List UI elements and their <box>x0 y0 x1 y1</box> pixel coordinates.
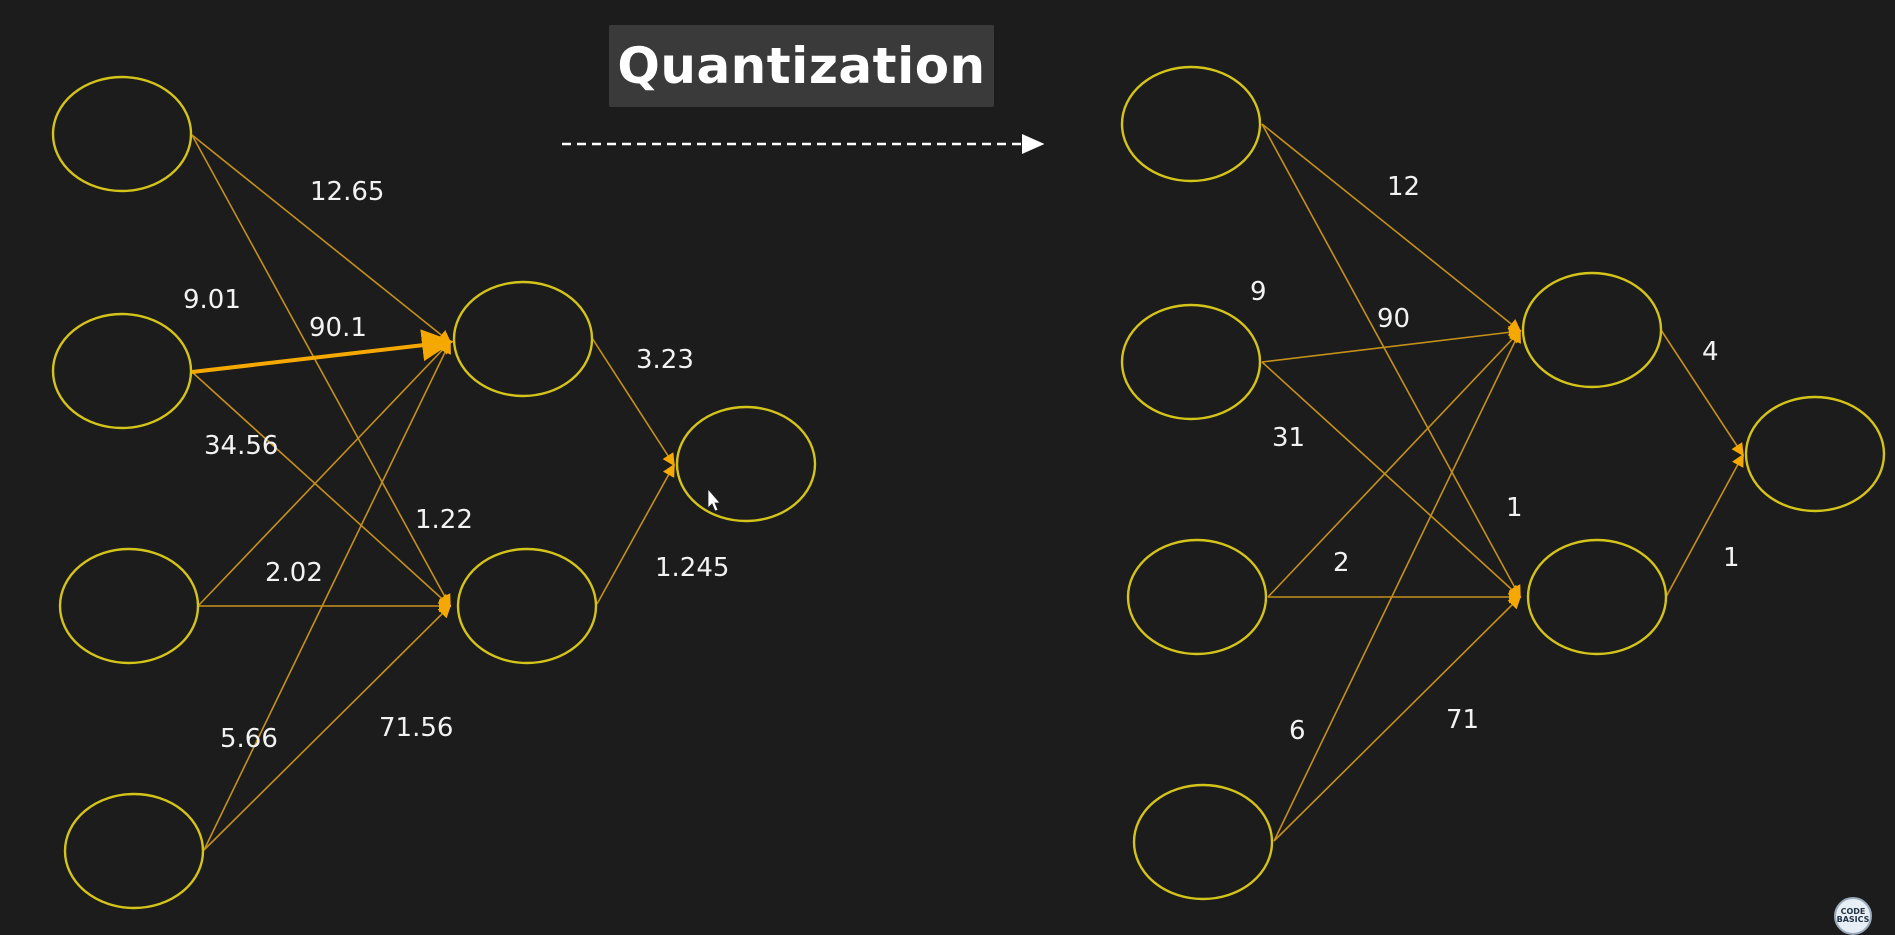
input-node <box>1126 538 1268 656</box>
output-node <box>1744 395 1886 513</box>
edge <box>591 337 675 467</box>
weight-label: 1 <box>1723 543 1740 573</box>
right-nodes <box>1120 65 1886 901</box>
edge <box>596 463 675 605</box>
weight-label: 71 <box>1446 705 1479 735</box>
weight-label: 1.22 <box>415 505 473 535</box>
right-edges <box>1261 123 1744 842</box>
highlighted-edge <box>191 329 454 374</box>
weight-label: 1.245 <box>655 553 729 583</box>
weight-label: 34.56 <box>204 431 278 461</box>
weight-label: 31 <box>1272 423 1305 453</box>
edge <box>1261 123 1522 333</box>
weight-label: 3.23 <box>636 345 694 375</box>
edge <box>1273 595 1522 842</box>
left-network: 12.65 9.01 90.1 34.56 1.22 2.02 5.66 71.… <box>51 75 817 910</box>
edge <box>1665 453 1744 598</box>
edge <box>1660 329 1744 457</box>
edge <box>191 134 452 344</box>
hidden-node <box>452 280 594 398</box>
weight-label: 90.1 <box>309 313 367 343</box>
input-node <box>1120 303 1262 421</box>
input-node <box>58 547 200 665</box>
hidden-node <box>1521 271 1663 389</box>
edge <box>1261 325 1522 363</box>
logo-text: CODE BASICS <box>1836 907 1870 924</box>
edge <box>197 340 452 607</box>
weight-label: 4 <box>1702 337 1719 367</box>
left-weight-labels: 12.65 9.01 90.1 34.56 1.22 2.02 5.66 71.… <box>183 177 729 754</box>
code-basics-logo: CODE BASICS <box>1834 897 1872 935</box>
weight-label: 12.65 <box>310 177 384 207</box>
left-nodes <box>51 75 817 910</box>
weight-label: 71.56 <box>379 713 453 743</box>
weight-label: 90 <box>1377 304 1410 334</box>
edge <box>1267 329 1522 598</box>
edge <box>1261 123 1521 599</box>
edge <box>191 371 452 608</box>
hidden-node <box>1526 538 1668 656</box>
right-weight-labels: 12 9 90 31 1 2 6 71 4 1 <box>1250 172 1740 746</box>
weight-label: 9.01 <box>183 285 241 315</box>
input-node <box>1120 65 1262 183</box>
weight-label: 2.02 <box>265 558 323 588</box>
right-network: 12 9 90 31 1 2 6 71 4 1 <box>1120 65 1886 901</box>
input-node <box>63 792 205 910</box>
output-node <box>675 405 817 523</box>
left-edges <box>191 134 675 851</box>
weight-label: 1 <box>1506 493 1523 523</box>
weight-label: 2 <box>1333 548 1350 578</box>
input-node <box>51 312 193 430</box>
title-banner: Quantization <box>609 25 994 107</box>
weight-label: 6 <box>1289 716 1306 746</box>
input-node <box>51 75 193 193</box>
input-node <box>1132 783 1274 901</box>
weight-label: 9 <box>1250 277 1267 307</box>
hidden-node <box>456 547 598 665</box>
slide-title: Quantization <box>617 37 986 95</box>
edge <box>191 134 451 608</box>
edge <box>203 604 452 851</box>
mouse-pointer-icon <box>707 487 721 512</box>
edge <box>1273 329 1521 842</box>
weight-label: 5.66 <box>220 724 278 754</box>
weight-label: 12 <box>1387 172 1420 202</box>
edge <box>1261 361 1522 599</box>
edge <box>203 340 451 851</box>
